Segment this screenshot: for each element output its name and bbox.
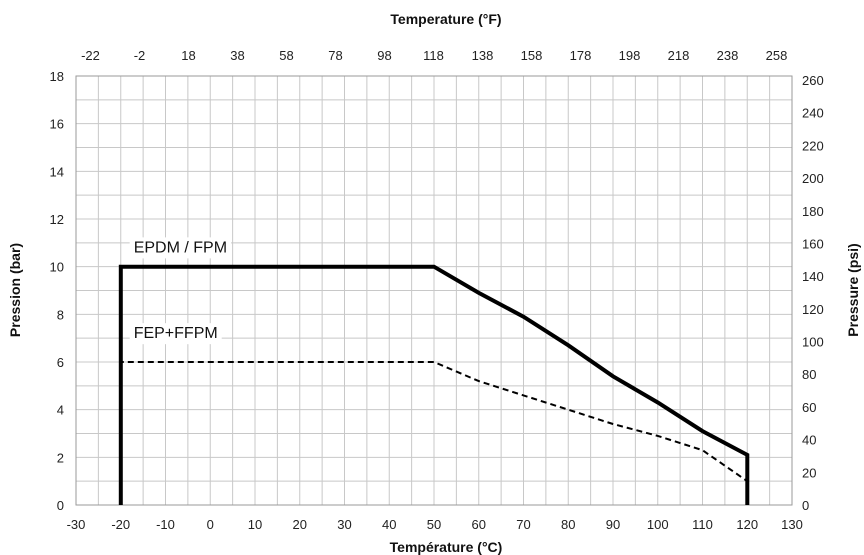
top-axis-ticks: -22 -2 18 38 58 78 98 118 138 158 178 198 218 238 258 [81, 48, 787, 63]
series-labels: EPDM / FPM FEP+FFPM [129, 237, 232, 345]
bottom-axis-title: Température (°C) [390, 539, 503, 555]
plot-frame [75, 75, 793, 506]
left-tick-label: 12 [50, 212, 64, 227]
right-tick-label: 240 [802, 106, 824, 121]
left-tick-label: 14 [50, 164, 64, 179]
top-tick-label: 198 [619, 48, 641, 63]
top-tick-label: 238 [717, 48, 739, 63]
bottom-tick-label: 60 [472, 517, 486, 532]
bottom-tick-label: -20 [111, 517, 130, 532]
left-axis-ticks: 0 2 4 6 8 10 12 14 16 18 [50, 69, 64, 513]
bottom-axis-ticks: -30 -20 -10 0 10 20 30 40 50 60 70 80 90 100 110 120 130 [67, 517, 803, 532]
top-tick-label: 98 [377, 48, 391, 63]
right-tick-label: 260 [802, 73, 824, 88]
left-tick-label: 0 [57, 498, 64, 513]
series-label: EPDM / FPM [134, 239, 227, 256]
bottom-tick-label: -10 [156, 517, 175, 532]
bottom-tick-label: 50 [427, 517, 441, 532]
series-label-background [129, 237, 232, 259]
right-tick-label: 0 [802, 498, 809, 513]
bottom-tick-label: 30 [337, 517, 351, 532]
bottom-tick-label: 80 [561, 517, 575, 532]
left-tick-label: 2 [57, 450, 64, 465]
right-tick-label: 20 [802, 465, 816, 480]
bottom-tick-label: -30 [67, 517, 86, 532]
series-line-epdm-fpm [118, 264, 750, 505]
top-tick-label: 38 [230, 48, 244, 63]
bottom-tick-label: 100 [647, 517, 669, 532]
right-tick-label: 160 [802, 236, 824, 251]
bottom-tick-label: 130 [781, 517, 803, 532]
bottom-tick-label: 0 [207, 517, 214, 532]
bottom-tick-label: 10 [248, 517, 262, 532]
top-tick-label: 78 [328, 48, 342, 63]
right-tick-label: 220 [802, 138, 824, 153]
right-tick-label: 60 [802, 400, 816, 415]
plot-border [75, 75, 793, 506]
right-tick-label: 100 [802, 335, 824, 350]
top-tick-label: 138 [472, 48, 494, 63]
right-tick-label: 40 [802, 433, 816, 448]
top-tick-label: -22 [81, 48, 100, 63]
left-tick-label: 6 [57, 355, 64, 370]
right-axis-ticks: 0 20 40 60 80 100 120 140 160 180 200 220 240 260 [802, 73, 824, 513]
right-tick-label: 120 [802, 302, 824, 317]
right-tick-label: 80 [802, 367, 816, 382]
bottom-tick-label: 40 [382, 517, 396, 532]
top-tick-label: 58 [279, 48, 293, 63]
bottom-tick-label: 120 [736, 517, 758, 532]
top-tick-label: 158 [521, 48, 543, 63]
bottom-tick-label: 70 [516, 517, 530, 532]
top-axis-title: Temperature (°F) [390, 11, 501, 27]
series-label: FEP+FFPM [134, 325, 218, 342]
left-tick-label: 16 [50, 117, 64, 132]
left-tick-label: 18 [50, 69, 64, 84]
right-tick-label: 140 [802, 269, 824, 284]
grid [75, 75, 793, 506]
top-tick-label: 178 [570, 48, 592, 63]
series-line-fep-ffpm [119, 361, 748, 505]
top-tick-label: 18 [181, 48, 195, 63]
left-tick-label: 4 [57, 403, 64, 418]
top-tick-label: 218 [668, 48, 690, 63]
bottom-tick-label: 90 [606, 517, 620, 532]
bottom-tick-label: 110 [692, 517, 713, 532]
top-tick-label: 118 [423, 48, 444, 63]
left-tick-label: 8 [57, 307, 64, 322]
left-axis-title: Pression (bar) [7, 243, 23, 337]
right-axis-title: Pressure (psi) [845, 243, 861, 336]
top-tick-label: -2 [134, 48, 146, 63]
left-tick-label: 10 [50, 260, 64, 275]
right-tick-label: 180 [802, 204, 824, 219]
series-lines [118, 264, 750, 505]
series-label-background [129, 323, 222, 345]
top-tick-label: 258 [766, 48, 788, 63]
right-tick-label: 200 [802, 171, 824, 186]
bottom-tick-label: 20 [293, 517, 307, 532]
